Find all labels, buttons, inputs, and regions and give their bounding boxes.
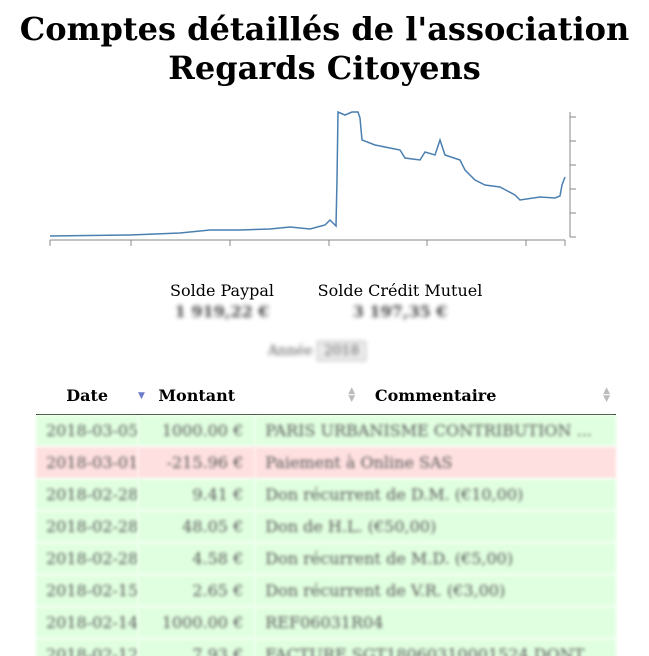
cell-comment: Don récurrent de D.M. (€10,00) — [255, 478, 616, 511]
year-filter: Année 2018 — [268, 341, 367, 361]
table-row: 2018-02-28 48.05 € Don de H.L. (€50,00) — [36, 510, 616, 543]
cell-amount: 7.93 € — [138, 638, 256, 656]
table-row: 2018-03-05 1000.00 € PARIS URBANISME CONTR… — [36, 414, 616, 447]
title-line: Regards Citoyens — [168, 49, 481, 87]
table-row: 2018-02-28 9.41 € Don récurrent de D.M. (€… — [36, 478, 616, 511]
balance-chart — [49, 110, 576, 246]
cell-comment: Don récurrent de V.R. (€3,00) — [255, 574, 616, 607]
col-header[interactable]: Date ▼ — [36, 377, 145, 415]
balance-cm: Solde Crédit Mutuel 3 197,35 € — [310, 281, 490, 321]
cell-comment: Don récurrent de M.D. (€5,00) — [255, 542, 616, 575]
cell-date: 2018-03-05 — [36, 414, 139, 447]
col-title: Montant — [158, 386, 236, 405]
table-row: 2018-02-15 2.65 € Don récurrent de V.R. (€… — [36, 574, 616, 607]
col-title: Date — [66, 386, 109, 405]
cell-date: 2018-02-12 — [36, 638, 139, 656]
cell-comment: Paiement à Online SAS — [255, 446, 616, 479]
table-row: 2018-02-12 7.93 € FACTURE SGT1806031000152… — [36, 638, 616, 656]
cell-date: 2018-02-15 — [36, 574, 139, 607]
cell-amount: 1000.00 € — [138, 606, 256, 639]
cell-date: 2018-02-28 — [36, 510, 139, 543]
table-row: 2018-02-14 1000.00 € REF06031R04 — [36, 606, 616, 639]
accounts-table: Date ▼ Montant ▲ ▼ Commentaire ▲ ▼ 2018-03-05… — [36, 377, 616, 656]
sort-icon: ▲ ▼ — [603, 386, 610, 404]
cell-date: 2018-02-14 — [36, 606, 139, 639]
balance-amount: 1 919,22 € — [174, 302, 270, 321]
col-header[interactable]: Montant ▲ ▼ — [138, 377, 355, 415]
balance-label: Solde Crédit Mutuel — [317, 281, 483, 300]
balance-amount: 3 197,35 € — [352, 302, 448, 321]
table-row: 2018-02-28 4.58 € Don récurrent de M.D. (€… — [36, 542, 616, 575]
cell-comment: PARIS URBANISME CONTRIBUTION ... — [255, 414, 616, 447]
cell-amount: 2.65 € — [138, 574, 256, 607]
axes — [49, 112, 576, 246]
cell-date: 2018-02-28 — [36, 542, 139, 575]
table-row: 2018-03-01 -215.96 € Paiement à Online SAS — [36, 446, 616, 479]
cell-date: 2018-02-28 — [36, 478, 139, 511]
cell-amount: 48.05 € — [138, 510, 256, 543]
balance-paypal: Solde Paypal 1 919,22 € — [160, 281, 284, 321]
balance-label: Solde Paypal — [169, 281, 275, 300]
cell-amount: 4.58 € — [138, 542, 256, 575]
col-header[interactable]: Commentaire ▲ ▼ — [255, 377, 616, 415]
balance-line — [49, 110, 566, 237]
cell-comment: REF06031R04 — [255, 606, 616, 639]
cell-amount: 1000.00 € — [138, 414, 256, 447]
col-title: Commentaire — [374, 386, 497, 405]
cell-comment: Don de H.L. (€50,00) — [255, 510, 616, 543]
cell-amount: 9.41 € — [138, 478, 256, 511]
cell-amount: -215.96 € — [138, 446, 256, 479]
year-select[interactable]: 2018 — [316, 341, 367, 361]
cell-comment: FACTURE SGT18060310001524 DONT — [255, 638, 616, 656]
year-label: Année — [268, 343, 313, 359]
page-title: Comptes détaillés de l'association Regard… — [0, 10, 649, 88]
cell-date: 2018-03-01 — [36, 446, 139, 479]
title-line: Comptes détaillés de l'association — [19, 10, 630, 48]
